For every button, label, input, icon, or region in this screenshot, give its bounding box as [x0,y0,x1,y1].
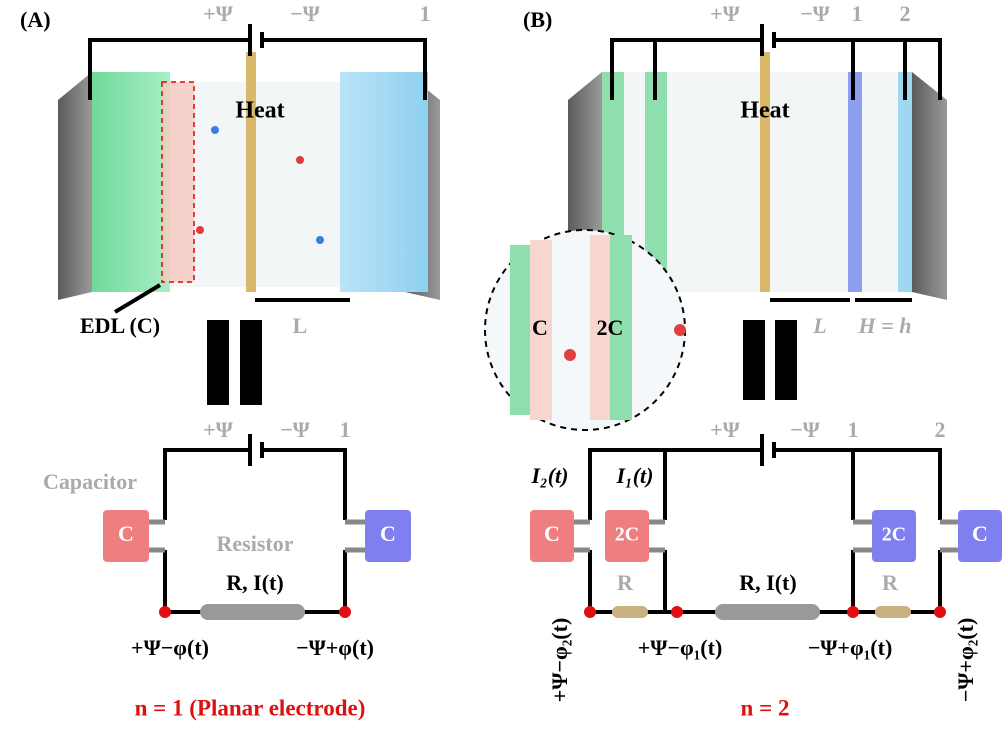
potential: +Ψ [203,417,234,442]
potential: −Ψ [290,1,321,26]
potential: −Ψ+φ(t) [296,635,374,660]
electrode-label: 2 [900,1,911,26]
capacitor: 2C [882,524,906,546]
capacitor: C [118,521,134,546]
electrode-label: 1 [848,417,859,442]
potential: −Ψ+φ₂(t) [953,618,978,703]
equals [775,320,797,400]
potential: +Ψ [710,1,741,26]
device-a [58,24,440,312]
potential: −Ψ [790,417,821,442]
electrode-label: 1 [420,1,431,26]
electrode-label: 2 [935,417,946,442]
current: I₂(t) [531,463,569,488]
potential: +Ψ−φ₁(t) [638,635,723,660]
resistor: R [617,570,634,595]
equals [743,320,765,400]
electrode-label: 1 [852,1,863,26]
resistor: R [882,570,899,595]
panel-label: (B) [523,7,552,32]
edl-label: EDL (C) [80,313,160,338]
potential: −Ψ [800,1,831,26]
panel-label: (A) [20,7,51,32]
potential: −Ψ+φ₁(t) [808,635,893,660]
capacitor: C [972,521,988,546]
device-b [485,24,947,430]
potential: +Ψ−φ₂(t) [547,618,572,703]
electrode-label: 1 [340,417,351,442]
capacitor: C [544,521,560,546]
caption: n = 1 (Planar electrode) [135,695,366,720]
current: I₁(t) [616,463,654,488]
capacitor: C [380,521,396,546]
potential: +Ψ [710,417,741,442]
potential: −Ψ [280,417,311,442]
resistor: R, I(t) [739,570,796,595]
resistor-label: Resistor [217,531,294,556]
potential: +Ψ−φ(t) [131,635,209,660]
capacitor: 2C [615,524,639,546]
heat-label: Heat [740,98,789,124]
heat-label: Heat [235,98,284,124]
pore-label: H = h [858,313,912,338]
caption: n = 2 [741,695,790,720]
potential: +Ψ [203,1,234,26]
inset-label: C [532,315,548,340]
equals [240,320,262,405]
figure: (A) +Ψ −Ψ 1 Heat EDL (C) L +Ψ −Ψ 1 Capac… [0,0,1008,729]
capacitor-label: Capacitor [43,469,137,494]
length-label: L [293,313,308,338]
inset-label: 2C [597,315,624,340]
length-label: L [812,313,826,338]
equals [207,320,229,405]
resistor: R, I(t) [226,570,283,595]
